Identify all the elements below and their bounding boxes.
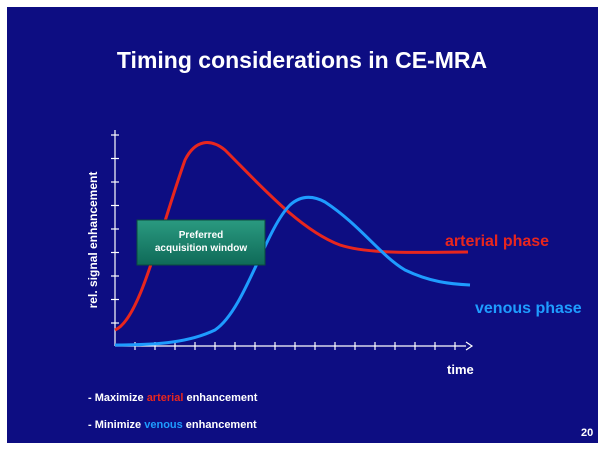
title: Timing considerations in CE-MRA xyxy=(117,47,487,73)
bullet-text: enhancement xyxy=(183,419,257,431)
bullet: - Maximize arterial enhancement xyxy=(88,392,258,404)
window-box xyxy=(136,219,266,266)
x-axis-label: time xyxy=(447,362,474,377)
axes xyxy=(111,130,474,351)
y-axis-label: rel. signal enhancement xyxy=(86,172,100,309)
bullet-highlight: venous xyxy=(144,419,183,431)
bullet-text: - Maximize xyxy=(88,392,147,404)
bullet-text: enhancement xyxy=(183,392,257,404)
bullet: - Minimize venous enhancement xyxy=(88,419,257,431)
arterial-label: arterial phase xyxy=(445,233,549,250)
venous-label: venous phase xyxy=(475,300,582,317)
page-number: 20 xyxy=(581,427,593,439)
window-text: acquisition window xyxy=(155,243,247,254)
venous-curve xyxy=(114,196,471,347)
window-text: Preferred xyxy=(179,230,223,241)
bullet-text: - Minimize xyxy=(88,419,144,431)
bullet-highlight: arterial xyxy=(147,392,184,404)
